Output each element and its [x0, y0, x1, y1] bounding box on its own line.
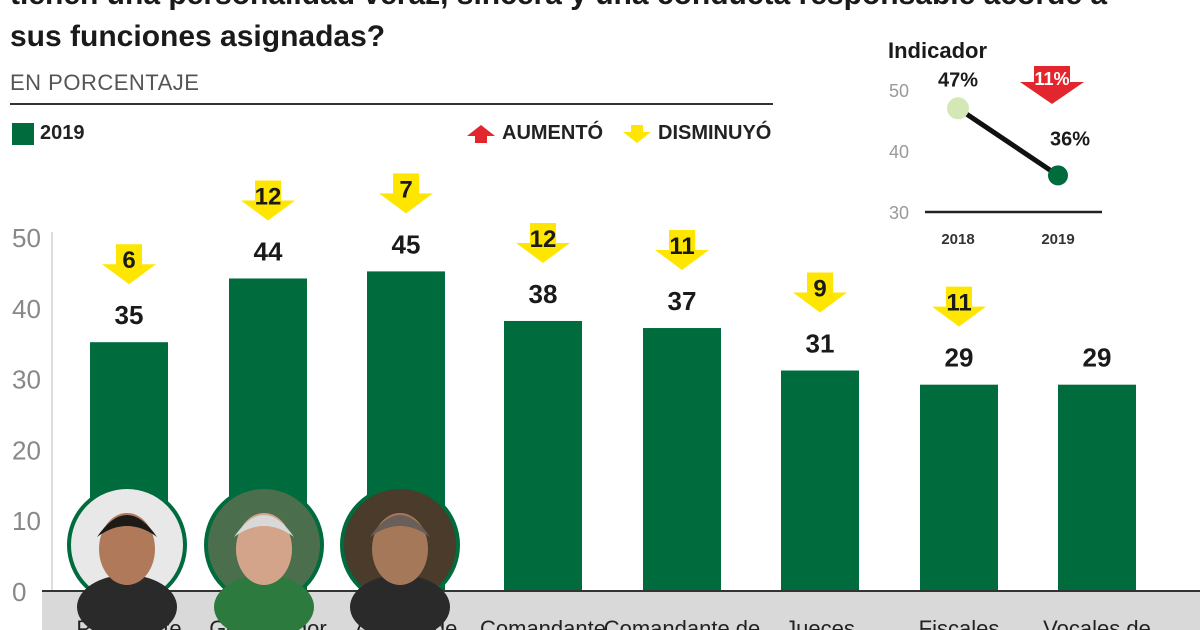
inset-series-line	[956, 106, 1060, 178]
portrait-face	[372, 513, 428, 585]
down-arrow-icon	[623, 124, 651, 143]
down-arrow-icon: 9	[793, 272, 847, 313]
change-label: 6	[122, 247, 135, 274]
change-label: 11	[946, 290, 971, 317]
change-label: 11	[669, 233, 694, 260]
bar-value-label: 45	[392, 229, 421, 259]
inset-x-tick-label: 2018	[941, 231, 974, 248]
down-arrow-icon: 11	[932, 286, 986, 327]
mayor-portrait	[340, 485, 460, 630]
change-arrow-shape	[932, 286, 986, 327]
inset-point-label: 47%	[938, 69, 978, 91]
legend-label-decrease: DISMINUYÓ	[658, 122, 772, 144]
inset-point-2019	[1048, 165, 1068, 186]
legend-item-increase: AUMENTÓ	[466, 122, 603, 145]
bar	[920, 384, 998, 590]
inset-y-tick-label: 40	[889, 142, 909, 162]
governor-portrait	[204, 485, 324, 630]
bar	[504, 320, 582, 590]
y-tick-label: 10	[12, 506, 41, 536]
up-arrow-icon	[467, 124, 495, 143]
legend-label-increase: AUMENTÓ	[502, 122, 604, 144]
subtitle-rule	[10, 103, 773, 105]
portrait-face	[236, 513, 292, 585]
bar-value-label: 29	[945, 343, 974, 373]
bar-value-label: 35	[115, 300, 144, 330]
change-arrow-shape	[102, 244, 156, 285]
y-tick-label: 30	[12, 365, 41, 395]
category-label: Jueces	[785, 616, 855, 630]
change-arrow-shape	[793, 272, 847, 313]
down-arrow-icon: 12	[516, 222, 570, 263]
legend-item-decrease: DISMINUYÓ	[622, 122, 771, 145]
bar-value-label: 29	[1083, 343, 1112, 373]
bar	[1058, 384, 1136, 590]
category-label: Comandante	[480, 616, 606, 630]
bar-value-label: 31	[806, 329, 835, 359]
inset-arrow-shape	[1020, 66, 1084, 104]
down-arrow-icon: 12	[241, 180, 295, 221]
portrait-hair	[370, 515, 430, 537]
portrait-hair	[234, 515, 294, 537]
inset-down-arrow-icon: 11%	[1020, 66, 1084, 104]
portrait-shoulders	[214, 575, 314, 630]
category-label: Comandante de	[604, 616, 761, 630]
inset-point-2018	[947, 97, 969, 120]
change-label: 12	[255, 183, 282, 210]
inset-title: Indicador	[888, 38, 988, 63]
bar-value-label: 44	[254, 236, 283, 266]
bar-value-label: 38	[529, 279, 558, 309]
legend-item-2019: 2019	[12, 122, 85, 145]
portrait-face	[99, 513, 155, 585]
y-tick-label: 20	[12, 435, 41, 465]
inset-x-tick-label: 2019	[1041, 231, 1074, 248]
y-tick-label: 0	[12, 577, 26, 607]
chart-title-line-2: sus funciones asignadas?	[10, 20, 386, 53]
inset-change-label: 11%	[1034, 69, 1069, 89]
bar	[781, 370, 859, 590]
down-arrow-icon: 7	[379, 173, 433, 214]
down-arrow-icon: 11	[655, 230, 709, 271]
inset-y-tick-label: 50	[889, 81, 909, 101]
chart-title-line-1: tienen una personalidad veraz, sincera y…	[10, 0, 1107, 12]
change-label: 12	[530, 226, 557, 253]
change-label: 9	[813, 276, 826, 303]
down-arrow-icon: 6	[102, 244, 156, 285]
bar	[643, 328, 721, 590]
legend-swatch-2019	[12, 122, 34, 145]
change-arrow-shape	[379, 173, 433, 214]
president-portrait	[67, 485, 187, 630]
chart-subtitle: EN PORCENTAJE	[10, 70, 200, 95]
portrait-shoulders	[350, 575, 450, 630]
inset-point-label: 36%	[1050, 128, 1090, 150]
category-label: Vocales de	[1043, 616, 1151, 630]
change-label: 7	[399, 176, 412, 203]
y-tick-label: 50	[12, 223, 41, 253]
category-label: Fiscales	[919, 616, 1000, 630]
portrait-hair	[97, 515, 157, 537]
legend-label-2019: 2019	[40, 122, 85, 144]
change-arrow-shape	[241, 180, 295, 221]
inset-y-tick-label: 30	[889, 203, 909, 223]
y-tick-label: 40	[12, 294, 41, 324]
change-arrow-shape	[516, 222, 570, 263]
change-arrow-shape	[655, 230, 709, 271]
portrait-shoulders	[77, 575, 177, 630]
bar-value-label: 37	[668, 286, 697, 316]
